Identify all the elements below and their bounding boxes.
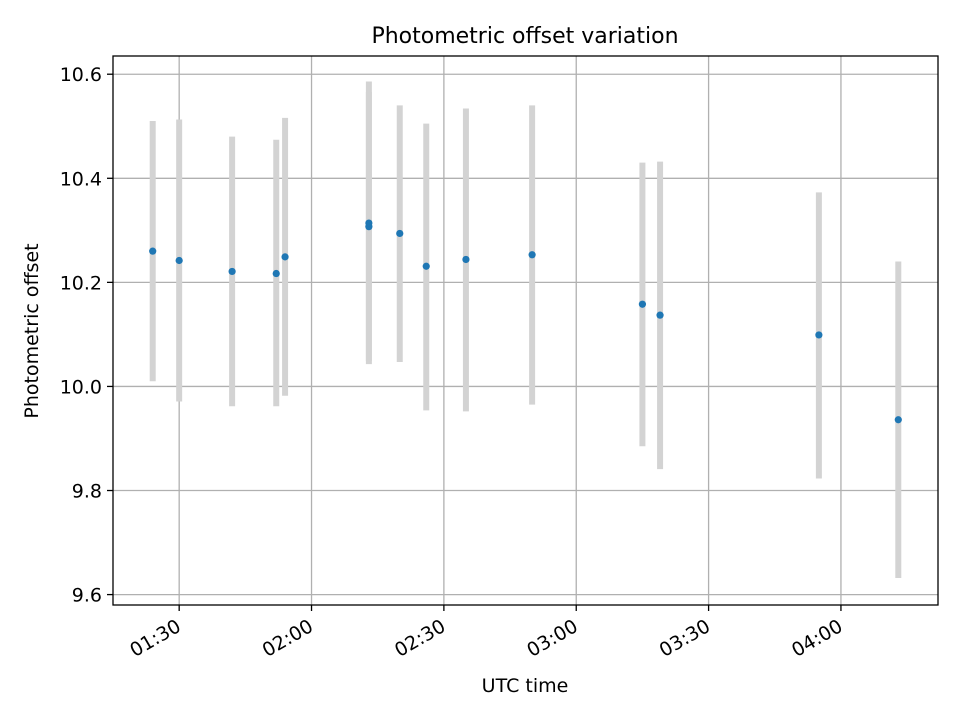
y-tick-label: 9.6 bbox=[72, 585, 102, 607]
data-point bbox=[462, 255, 470, 264]
data-point bbox=[656, 311, 664, 319]
data-point bbox=[365, 219, 373, 227]
data-point bbox=[396, 229, 404, 238]
x-axis-label: UTC time bbox=[482, 675, 569, 697]
point-layer bbox=[149, 219, 902, 424]
data-point bbox=[149, 247, 157, 255]
y-axis-label: Photometric offset bbox=[21, 243, 43, 418]
plot-frame bbox=[112, 55, 939, 606]
data-point bbox=[422, 262, 430, 270]
data-point bbox=[815, 331, 823, 339]
data-point bbox=[272, 269, 280, 278]
y-tick-label: 10.4 bbox=[60, 168, 102, 190]
data-point bbox=[528, 251, 536, 259]
y-tick-label: 10.2 bbox=[60, 272, 102, 294]
y-tick-label: 10.0 bbox=[60, 376, 102, 398]
grid-layer bbox=[113, 56, 938, 605]
data-point bbox=[281, 253, 289, 261]
data-point bbox=[638, 300, 647, 308]
data-point bbox=[175, 256, 183, 265]
y-tick-label: 9.8 bbox=[72, 481, 102, 503]
chart-title: Photometric offset variation bbox=[371, 24, 678, 49]
data-point bbox=[894, 416, 902, 424]
data-point bbox=[228, 267, 236, 276]
y-tick-label: 10.6 bbox=[60, 64, 102, 86]
plot-area bbox=[113, 56, 938, 605]
